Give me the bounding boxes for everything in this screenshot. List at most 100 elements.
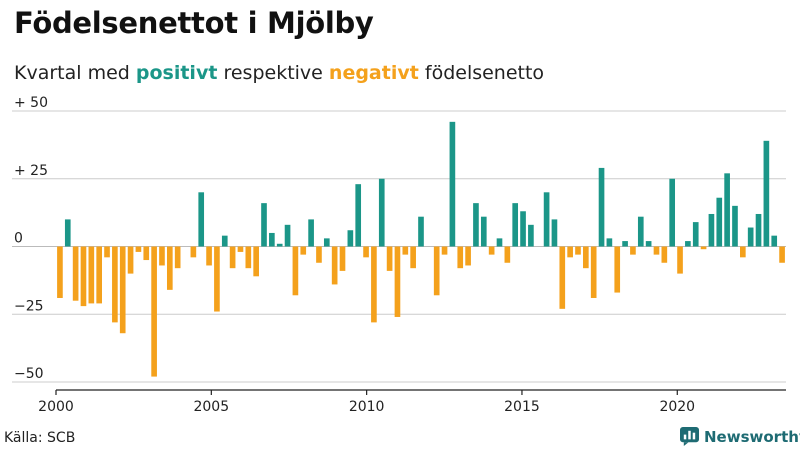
bar-2014Q4 [520,211,526,247]
bar-2022Q3 [763,140,770,247]
bar-2004Q3 [198,192,205,247]
bar-2007Q1 [276,243,283,247]
bar-2006Q1 [245,246,252,269]
bar-2007Q2 [284,224,291,247]
bar-2008Q1 [308,219,314,247]
bar-2001Q2 [96,246,102,304]
bar-2015Q3 [543,192,550,247]
bar-2010Q4 [394,246,401,317]
bar-2012Q1 [433,246,440,296]
bar-2000Q4 [80,246,87,307]
bar-2021Q4 [740,246,746,258]
bars [57,121,785,377]
bar-2013Q4 [488,246,495,255]
bar-2001Q4 [112,246,118,323]
bar-2014Q3 [512,203,519,247]
bar-2018Q3 [637,216,644,247]
bar-2000Q2 [64,219,71,247]
y-tick-label: −25 [14,298,44,314]
bar-2017Q2 [598,167,605,247]
bar-2017Q1 [590,246,597,298]
bar-2011Q3 [418,216,424,247]
bar-2003Q1 [151,246,157,377]
bar-2018Q1 [622,241,628,247]
bar-2012Q3 [449,121,456,247]
bar-2001Q1 [88,246,95,304]
bar-2016Q4 [583,246,589,269]
bar-2014Q1 [496,238,503,247]
bar-2019Q2 [661,246,668,263]
brand-name: Newsworthy [704,427,800,446]
bar-2021Q1 [716,197,723,247]
subtitle-prefix: Kvartal med [14,62,130,84]
bar-2016Q2 [567,246,573,258]
x-tick-label: 2005 [193,399,229,415]
bar-2007Q3 [292,246,299,296]
bar-2022Q4 [771,235,778,247]
chart-title: Födelsenettot i Mjölby [14,6,374,40]
bar-2010Q1 [371,246,377,323]
x-tick-label: 2015 [504,399,540,415]
bar-2008Q3 [323,238,330,247]
bar-2005Q3 [229,246,236,269]
bar-2020Q3 [700,246,707,250]
bar-2015Q1 [528,224,534,247]
bar-2011Q1 [402,246,409,255]
bar-2012Q2 [441,246,448,255]
bar-2000Q1 [57,246,63,298]
bar-2003Q3 [166,246,173,290]
bar-2014Q2 [504,246,511,263]
bar-2021Q3 [732,205,738,247]
subtitle-negative: negativt [328,62,419,84]
bar-2023Q1 [779,246,785,263]
bar-2021Q2 [724,173,730,247]
subtitle-suffix: födelsenetto [424,62,545,84]
bar-2004Q4 [206,246,212,266]
bar-2009Q1 [339,246,346,271]
bar-2002Q3 [135,246,142,252]
bar-2015Q4 [551,219,558,247]
bar-2018Q4 [645,241,652,247]
bar-2016Q1 [559,246,566,309]
bar-2011Q2 [410,246,416,269]
bar-2013Q1 [465,246,471,266]
bar-2012Q4 [457,246,464,269]
bar-2006Q3 [261,203,267,247]
bar-2019Q1 [653,246,660,255]
x-tick-label: 2010 [349,399,385,415]
bar-2009Q2 [347,230,354,247]
bar-2009Q3 [355,184,362,247]
y-tick-label: + 50 [14,95,48,111]
bar-2013Q3 [480,216,487,247]
bar-2010Q3 [386,246,393,271]
bar-chart-icon [680,427,699,446]
bar-2002Q1 [119,246,126,334]
bar-2008Q2 [316,246,322,263]
bar-2008Q4 [331,246,338,285]
bar-2017Q3 [606,238,613,247]
y-tick-label: 0 [14,231,23,247]
bar-2002Q4 [143,246,150,261]
x-tick-label: 2000 [38,399,74,415]
bar-2007Q4 [300,246,307,255]
y-tick-label: −50 [14,366,44,382]
bar-2000Q3 [72,246,79,301]
brand-logo: Newsworthy [680,427,800,446]
bar-2002Q2 [127,246,134,274]
bar-2001Q3 [104,246,110,258]
bar-2013Q2 [473,203,479,247]
bar-chart: + 50 + 25 0 −25 −50 2000 2005 2010 2015 2020 [12,95,786,415]
bar-2020Q1 [685,241,691,247]
axes: + 50 + 25 0 −25 −50 2000 2005 2010 2015 2020 [14,95,786,415]
y-tick-label: + 25 [14,163,48,179]
bar-2020Q2 [692,222,699,247]
bar-2009Q4 [363,246,369,258]
bar-2022Q2 [755,213,762,247]
bar-2019Q3 [669,178,676,247]
bar-2018Q2 [630,246,636,255]
bar-2020Q4 [708,213,715,247]
bar-2004Q2 [190,246,197,258]
bar-2006Q4 [269,232,275,247]
subtitle-middle: respektive [223,62,323,84]
chart-subtitle: Kvartal med positivt respektive negativt… [14,62,544,84]
